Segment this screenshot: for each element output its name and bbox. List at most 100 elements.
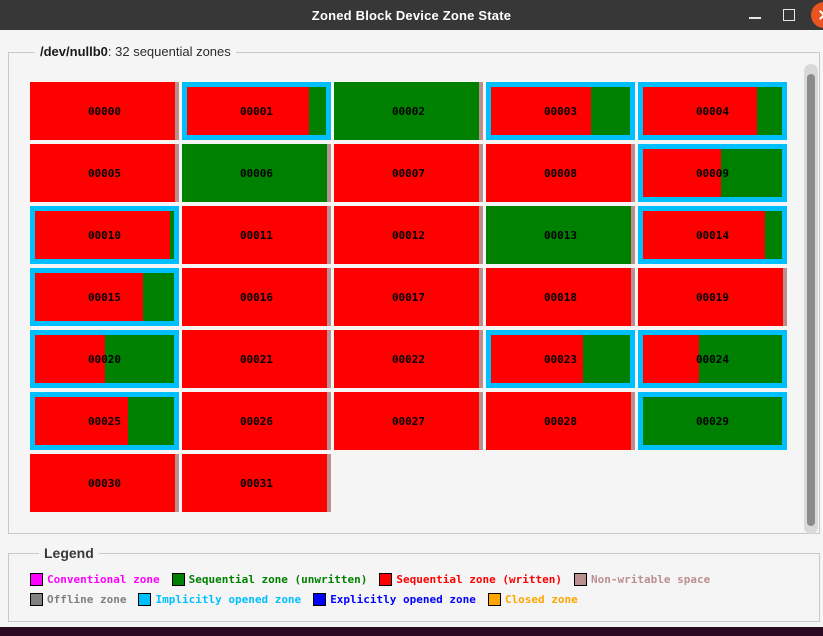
- legend-label: Explicitly opened zone: [330, 593, 476, 606]
- legend-item: Explicitly opened zone: [313, 593, 476, 606]
- zone-fill: [334, 268, 483, 326]
- legend-swatch-icon: [30, 573, 43, 586]
- zone-nonwritable-segment: [631, 392, 635, 450]
- zone-cell: 00000: [30, 82, 179, 140]
- zone-written-segment: [334, 330, 479, 388]
- legend-item: Non-writable space: [574, 573, 710, 586]
- zone-written-segment: [35, 335, 105, 383]
- zone-cell: 00007: [334, 144, 483, 202]
- zone-written-segment: [643, 335, 699, 383]
- zone-cell: 00025: [30, 392, 179, 450]
- legend-title: Legend: [39, 545, 99, 561]
- zone-fill: [638, 268, 787, 326]
- legend-swatch-icon: [488, 593, 501, 606]
- zone-cell: 00009: [638, 144, 787, 202]
- minimize-button[interactable]: [743, 3, 767, 27]
- zone-nonwritable-segment: [175, 144, 179, 202]
- zone-unwritten-segment: [128, 397, 174, 445]
- zone-fill: [334, 82, 483, 140]
- zone-fill: [334, 330, 483, 388]
- zone-fill: [187, 87, 326, 135]
- zone-nonwritable-segment: [479, 82, 483, 140]
- zone-nonwritable-segment: [631, 206, 635, 264]
- zone-cell: 00020: [30, 330, 179, 388]
- zone-cell: 00028: [486, 392, 635, 450]
- zone-cell: 00029: [638, 392, 787, 450]
- zone-cell: 00003: [486, 82, 635, 140]
- zone-written-segment: [491, 87, 591, 135]
- zone-written-segment: [35, 273, 143, 321]
- zone-fill: [30, 454, 179, 512]
- legend-label: Conventional zone: [47, 573, 160, 586]
- legend-item: Conventional zone: [30, 573, 160, 586]
- zone-nonwritable-segment: [631, 268, 635, 326]
- zone-written-segment: [182, 268, 327, 326]
- legend-swatch-icon: [172, 573, 185, 586]
- zone-fill: [334, 392, 483, 450]
- zone-fill: [643, 335, 782, 383]
- zone-written-segment: [643, 149, 721, 197]
- zone-written-segment: [30, 82, 175, 140]
- zone-cell: 00019: [638, 268, 787, 326]
- device-path: /dev/nullb0: [40, 44, 108, 59]
- zone-written-segment: [35, 211, 170, 259]
- zone-written-segment: [30, 144, 175, 202]
- zone-fill: [334, 206, 483, 264]
- zone-grid: 0000000001000020000300004000050000600007…: [30, 82, 787, 512]
- zone-written-segment: [30, 454, 175, 512]
- zone-fill: [643, 87, 782, 135]
- zone-fill: [491, 335, 630, 383]
- zone-fill: [182, 330, 331, 388]
- zone-cell: 00017: [334, 268, 483, 326]
- legend-label: Implicitly opened zone: [155, 593, 301, 606]
- zone-nonwritable-segment: [327, 454, 331, 512]
- legend-item: Implicitly opened zone: [138, 593, 301, 606]
- zone-written-segment: [35, 397, 128, 445]
- legend-swatch-icon: [30, 593, 43, 606]
- zone-fill: [486, 144, 635, 202]
- zone-unwritten-segment: [486, 206, 631, 264]
- app-window: Zoned Block Device Zone State /dev/nullb…: [0, 0, 823, 636]
- zone-unwritten-segment: [765, 211, 782, 259]
- zone-nonwritable-segment: [327, 268, 331, 326]
- zone-fill: [35, 335, 174, 383]
- zone-cell: 00011: [182, 206, 331, 264]
- zone-unwritten-segment: [591, 87, 630, 135]
- zone-fill: [486, 206, 635, 264]
- zone-written-segment: [486, 268, 631, 326]
- zone-written-segment: [182, 454, 327, 512]
- zone-cell: 00026: [182, 392, 331, 450]
- legend-label: Sequential zone (written): [396, 573, 562, 586]
- device-zones-frame: /dev/nullb0: 32 sequential zones 0000000…: [8, 52, 820, 534]
- zone-unwritten-segment: [182, 144, 327, 202]
- zone-cell: 00013: [486, 206, 635, 264]
- window-title: Zoned Block Device Zone State: [0, 0, 823, 30]
- zone-unwritten-segment: [757, 87, 782, 135]
- zone-fill: [182, 268, 331, 326]
- zone-unwritten-segment: [583, 335, 630, 383]
- zone-fill: [182, 206, 331, 264]
- scrollbar-track[interactable]: [804, 64, 818, 534]
- zone-fill: [30, 82, 179, 140]
- zone-nonwritable-segment: [327, 206, 331, 264]
- zone-nonwritable-segment: [783, 268, 787, 326]
- zone-nonwritable-segment: [175, 454, 179, 512]
- zone-cell: 00004: [638, 82, 787, 140]
- zone-written-segment: [638, 268, 783, 326]
- legend-label: Closed zone: [505, 593, 578, 606]
- zone-written-segment: [334, 268, 479, 326]
- legend-item: Sequential zone (written): [379, 573, 562, 586]
- legend-label: Non-writable space: [591, 573, 710, 586]
- legend-item: Offline zone: [30, 593, 126, 606]
- scrollbar-thumb[interactable]: [807, 74, 815, 526]
- zone-fill: [35, 273, 174, 321]
- zone-written-segment: [486, 392, 631, 450]
- device-summary: : 32 sequential zones: [108, 44, 231, 59]
- zone-written-segment: [334, 206, 479, 264]
- zone-unwritten-segment: [643, 397, 782, 445]
- maximize-button[interactable]: [777, 3, 801, 27]
- zone-fill: [35, 211, 174, 259]
- zone-cell: 00022: [334, 330, 483, 388]
- zone-fill: [643, 149, 782, 197]
- legend-row: Offline zone Implicitly opened zone Explic…: [30, 593, 710, 606]
